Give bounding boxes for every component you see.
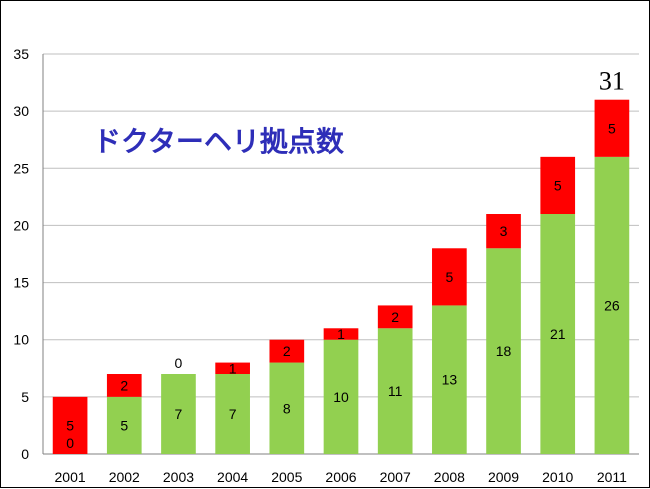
bar-segment-1: [106, 374, 142, 397]
x-tick-label: 2007: [380, 469, 411, 485]
data-label: 1: [229, 360, 237, 376]
bar-segment-1: [323, 328, 359, 340]
data-label: 5: [66, 417, 74, 433]
y-tick-label: 0: [21, 446, 29, 462]
gridlines: [42, 53, 639, 455]
chart-title: ドクターヘリ拠点数: [93, 125, 345, 158]
y-tick-label: 20: [13, 217, 29, 233]
bar-segment-0: [215, 374, 250, 454]
x-tick-label: 2003: [163, 469, 194, 485]
bar-segment-1: [52, 396, 88, 454]
bar-segment-1: [486, 214, 521, 249]
bar-segment-1: [540, 156, 576, 214]
x-axis-ticks: 2001 2002 2003 2004 2005 2006 2007 2008 2009 2010…: [55, 469, 628, 485]
data-label: 13: [442, 372, 458, 388]
data-label: 21: [550, 326, 566, 342]
data-label: 2: [283, 343, 291, 359]
bar-segment-0: [106, 396, 142, 454]
y-tick-label: 5: [21, 389, 29, 405]
bar-segment-0: [486, 248, 521, 454]
total-annotation: 31: [599, 67, 625, 96]
data-label: 5: [554, 177, 562, 193]
data-label: 0: [175, 355, 183, 371]
bar-segment-1: [269, 339, 305, 363]
bars: [52, 99, 630, 454]
bar-segment-0: [377, 328, 413, 454]
data-label: 5: [120, 417, 128, 433]
x-tick-label: 2001: [55, 469, 86, 485]
x-tick-label: 2008: [434, 469, 465, 485]
x-tick-label: 2006: [325, 469, 356, 485]
data-label: 11: [388, 383, 403, 399]
data-label: 26: [604, 297, 620, 313]
x-tick-label: 2011: [597, 469, 627, 485]
data-label: 5: [608, 120, 616, 136]
y-tick-label: 10: [13, 332, 29, 348]
bar-segment-0: [161, 374, 196, 454]
x-tick-label: 2010: [542, 469, 573, 485]
bar-segment-0: [269, 362, 305, 454]
data-label: 10: [333, 389, 349, 405]
x-tick-label: 2002: [109, 469, 140, 485]
x-tick-label: 2005: [271, 469, 302, 485]
x-tick-label: 2004: [217, 469, 248, 485]
bar-segment-0: [432, 305, 467, 454]
x-tick-label: 2009: [488, 469, 519, 485]
y-tick-label: 35: [13, 46, 29, 62]
y-tick-label: 25: [13, 160, 29, 176]
y-axis-ticks: 0 5 10 15 20 25 30 35: [13, 46, 29, 462]
data-label: 18: [496, 343, 512, 359]
y-tick-label: 15: [13, 275, 29, 291]
data-label: 2: [120, 377, 128, 393]
bar-segment-0: [540, 214, 576, 454]
data-label: 1: [337, 326, 345, 342]
data-label: 7: [175, 406, 183, 422]
bar-segment-1: [594, 99, 630, 157]
data-label: 5: [445, 269, 453, 285]
data-label: 0: [66, 435, 74, 451]
y-tick-label: 30: [13, 103, 29, 119]
bar-segment-1: [432, 248, 467, 306]
data-label: 7: [229, 406, 237, 422]
data-label: 2: [391, 309, 399, 325]
bar-segment-1: [215, 362, 250, 374]
bar-segment-0: [594, 156, 630, 454]
data-label: 3: [500, 223, 508, 239]
bar-segment-0: [323, 339, 359, 454]
data-label: 8: [283, 400, 291, 416]
bar-segment-1: [377, 305, 413, 329]
